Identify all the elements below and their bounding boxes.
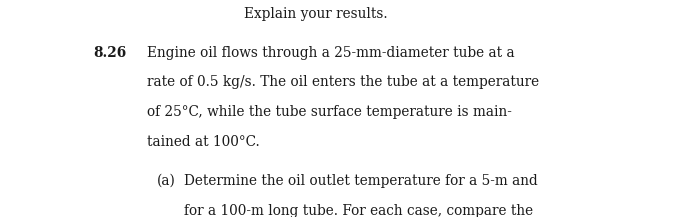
Text: of 25°C, while the tube surface temperature is main-: of 25°C, while the tube surface temperat… <box>147 105 512 119</box>
Text: Determine the oil outlet temperature for a 5-m and: Determine the oil outlet temperature for… <box>184 174 538 188</box>
Text: rate of 0.5 kg/s. The oil enters the tube at a temperature: rate of 0.5 kg/s. The oil enters the tub… <box>147 75 540 89</box>
Text: 8.26: 8.26 <box>94 46 127 60</box>
Text: for a 100-m long tube. For each case, compare the: for a 100-m long tube. For each case, co… <box>184 204 533 217</box>
Text: Engine oil flows through a 25-mm-diameter tube at a: Engine oil flows through a 25-mm-diamete… <box>147 46 515 60</box>
Text: Explain your results.: Explain your results. <box>244 7 388 21</box>
Text: (a): (a) <box>156 174 176 188</box>
Text: tained at 100°C.: tained at 100°C. <box>147 135 260 149</box>
